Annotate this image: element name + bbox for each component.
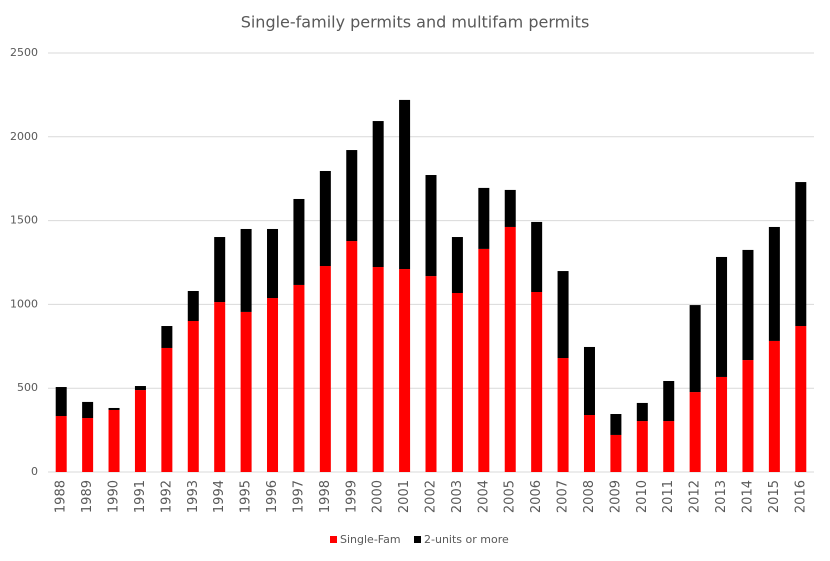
y-tick-label: 1000 xyxy=(10,297,38,310)
x-tick-label: 2015 xyxy=(767,480,782,513)
y-tick-label: 500 xyxy=(17,381,38,394)
bar-segment xyxy=(134,390,146,472)
bar-segment xyxy=(768,340,780,472)
bar-segment xyxy=(742,360,754,472)
x-tick-label: 1991 xyxy=(133,480,148,513)
bar-segment xyxy=(451,293,463,472)
y-tick-label: 2500 xyxy=(10,46,38,59)
bar-segment xyxy=(161,326,173,348)
bar-segment xyxy=(240,228,252,312)
bar-segment xyxy=(636,402,648,422)
bar-segment xyxy=(478,187,490,249)
bar-segment xyxy=(267,298,279,472)
y-tick-label: 1500 xyxy=(10,214,38,227)
bar-segment xyxy=(372,121,384,268)
bar-segment xyxy=(214,237,226,303)
x-tick-label: 1989 xyxy=(80,480,95,513)
x-tick-label: 1998 xyxy=(318,480,333,513)
bar-segment xyxy=(451,237,463,294)
legend-swatch xyxy=(414,536,421,543)
bar-segment xyxy=(319,266,331,472)
legend-label: 2-units or more xyxy=(424,533,509,546)
x-tick-label: 1997 xyxy=(291,480,306,513)
bar-segment xyxy=(689,305,701,393)
bar-segment xyxy=(293,198,305,285)
bar-segment xyxy=(82,401,94,419)
x-tick-label: 2007 xyxy=(556,480,571,513)
bar-segment xyxy=(504,226,516,472)
x-tick-label: 2010 xyxy=(635,480,650,513)
bar-segment xyxy=(531,291,543,472)
bar-segment xyxy=(293,284,305,472)
x-tick-label: 1995 xyxy=(239,480,254,513)
y-tick-label: 2000 xyxy=(10,130,38,143)
bar-segment xyxy=(267,228,279,299)
bar-segment xyxy=(108,407,120,410)
x-tick-label: 2006 xyxy=(529,480,544,513)
x-tick-label: 2000 xyxy=(371,480,386,513)
x-tick-label: 1999 xyxy=(344,480,359,513)
bar-segment xyxy=(663,380,675,422)
bar-segment xyxy=(795,182,807,327)
bar-segment xyxy=(240,311,252,472)
bar-segment xyxy=(55,387,67,417)
chart-title: Single-family permits and multifam permi… xyxy=(241,13,590,32)
x-tick-label: 1996 xyxy=(265,480,280,513)
bar-segment xyxy=(663,421,675,472)
x-tick-label: 2001 xyxy=(397,480,412,513)
bar-segment xyxy=(425,276,437,472)
bar-segment xyxy=(187,290,199,321)
x-tick-label: 1993 xyxy=(186,480,201,513)
bar-segment xyxy=(689,392,701,472)
bar-segment xyxy=(583,415,595,472)
bar-segment xyxy=(82,418,94,472)
x-tick-label: 2009 xyxy=(608,480,623,513)
x-tick-label: 1994 xyxy=(212,480,227,513)
x-tick-label: 2002 xyxy=(424,480,439,513)
legend-label: Single-Fam xyxy=(340,533,401,546)
bar-segment xyxy=(161,347,173,472)
bar-segment xyxy=(531,221,543,292)
bar-segment xyxy=(610,414,622,435)
x-tick-label: 2011 xyxy=(661,480,676,513)
x-tick-label: 2008 xyxy=(582,480,597,513)
bar-segment xyxy=(716,256,728,377)
x-tick-label: 2012 xyxy=(688,480,703,513)
bar-segment xyxy=(55,416,67,472)
x-tick-label: 1990 xyxy=(107,480,122,513)
x-tick-label: 2003 xyxy=(450,480,465,513)
bar-segment xyxy=(425,175,437,277)
bar-segment xyxy=(504,189,516,227)
x-tick-label: 2005 xyxy=(503,480,518,513)
bar-segment xyxy=(346,241,358,472)
legend-swatch xyxy=(330,536,337,543)
bar-segment xyxy=(557,271,569,359)
x-tick-label: 1988 xyxy=(54,480,69,513)
x-tick-label: 2016 xyxy=(793,480,808,513)
x-tick-label: 2014 xyxy=(740,480,755,513)
bar-segment xyxy=(583,346,595,416)
bar-segment xyxy=(716,376,728,472)
bar-segment xyxy=(610,434,622,472)
bar-segment xyxy=(742,249,754,361)
bar-segment xyxy=(399,99,411,270)
y-tick-label: 0 xyxy=(31,465,38,478)
bar-segment xyxy=(134,386,146,391)
x-tick-label: 1992 xyxy=(159,480,174,513)
bar-segment xyxy=(795,326,807,472)
x-tick-label: 2013 xyxy=(714,480,729,513)
bar-segment xyxy=(399,269,411,472)
bar-segment xyxy=(187,320,199,472)
bar-segment xyxy=(319,170,331,267)
bar-segment xyxy=(478,248,490,472)
x-tick-label: 2004 xyxy=(476,480,491,513)
bar-segment xyxy=(108,409,120,472)
bar-segment xyxy=(346,150,358,242)
bar-segment xyxy=(214,302,226,472)
bar-segment xyxy=(372,267,384,472)
bar-segment xyxy=(636,421,648,472)
bar-segment xyxy=(557,358,569,472)
bar-segment xyxy=(768,226,780,341)
